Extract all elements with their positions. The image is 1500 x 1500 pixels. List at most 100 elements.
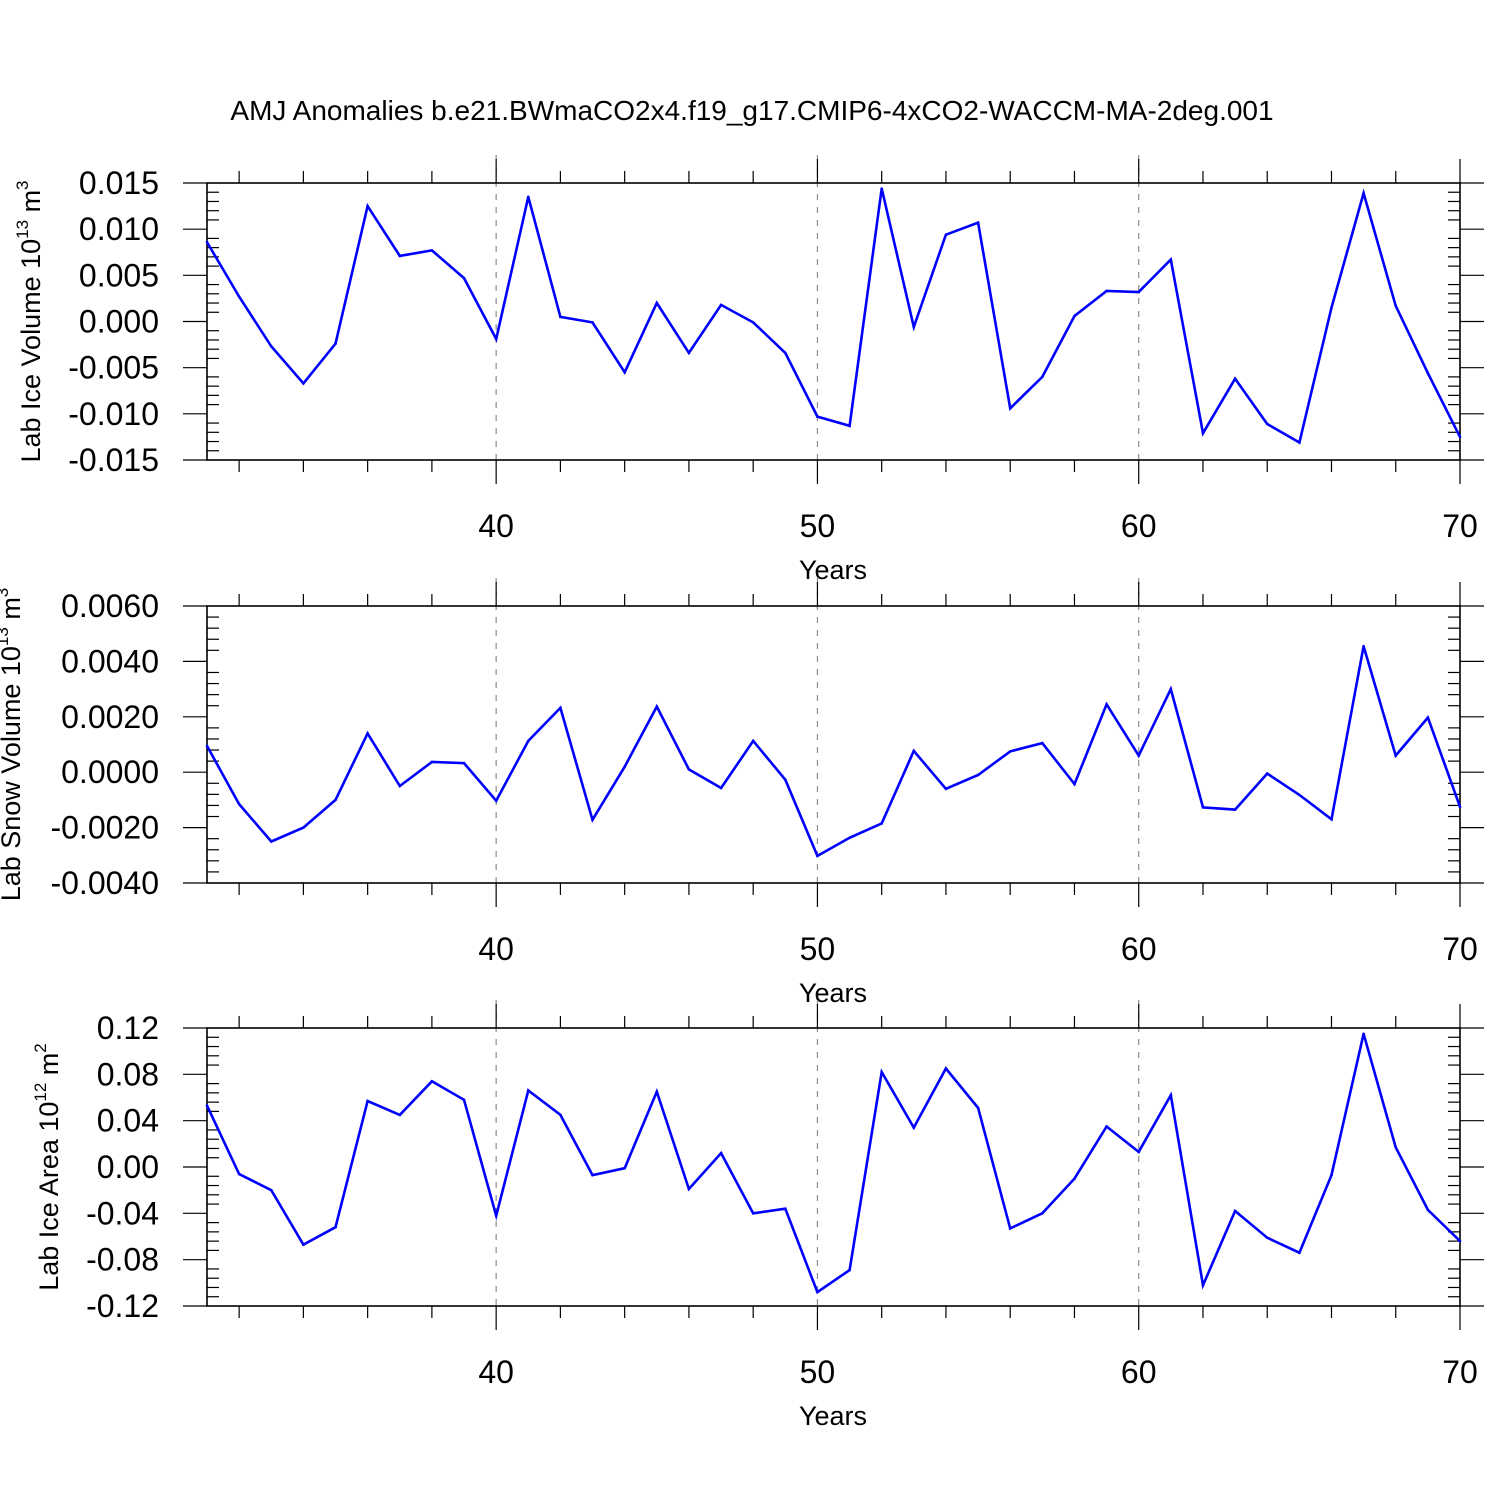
data-point — [623, 1166, 626, 1170]
data-point — [1041, 1212, 1044, 1215]
data-point — [462, 761, 466, 765]
data-point — [1008, 1227, 1012, 1230]
data-point — [1362, 1032, 1365, 1036]
data-point — [687, 1187, 691, 1191]
data-point — [944, 233, 948, 237]
x-tick-label: 40 — [478, 1354, 514, 1390]
y-tick-label: -0.08 — [86, 1242, 159, 1278]
data-point — [816, 1290, 819, 1294]
x-tick-label: 60 — [1121, 931, 1157, 967]
plot-frame — [206, 605, 1461, 884]
data-point — [1362, 644, 1365, 648]
data-point — [559, 706, 562, 710]
data-point — [237, 1172, 241, 1176]
x-tick-label: 60 — [1121, 508, 1157, 544]
data-point — [623, 370, 626, 374]
data-point — [237, 295, 241, 298]
y-tick-label: 0.0040 — [61, 643, 159, 679]
data-point — [494, 337, 498, 341]
data-point — [687, 768, 691, 771]
y-tick-label: -0.0040 — [50, 865, 159, 901]
y-axis-superscript: 12 — [31, 1083, 50, 1102]
x-tick-label: 50 — [800, 508, 836, 544]
y-tick-label: 0.08 — [97, 1056, 159, 1092]
data-point — [302, 382, 305, 385]
data-point — [1394, 754, 1398, 757]
data-point — [784, 778, 787, 781]
data-point — [1008, 406, 1012, 410]
data-point — [976, 1106, 980, 1110]
data-point — [751, 739, 755, 743]
data-point — [816, 415, 819, 418]
panel-1: -0.015 -0.010 -0.005 0.000 0.005 0.010 0.015 40… — [13, 155, 1484, 585]
data-point — [880, 1070, 883, 1074]
data-point — [334, 1225, 337, 1229]
y-axis-superscript: 13 — [0, 627, 12, 646]
y-axis-title: Lab Snow Volume 1013 m3 — [0, 588, 26, 902]
plot-frame — [206, 1027, 1461, 1307]
data-point — [430, 249, 434, 252]
data-point — [302, 826, 305, 829]
y-axis-title-part: m — [34, 1053, 64, 1083]
x-axis-title: Years — [799, 555, 867, 585]
y-tick-label: -0.0020 — [50, 810, 159, 846]
data-point — [269, 1188, 273, 1192]
data-point — [1169, 258, 1173, 261]
y-tick-label: 0.00 — [97, 1149, 159, 1185]
data-point — [1394, 304, 1398, 308]
data-point — [655, 705, 659, 708]
data-point — [559, 315, 562, 319]
data-point — [205, 1104, 209, 1107]
data-point — [687, 351, 691, 355]
data-point — [719, 786, 723, 790]
y-axis-superscript: 13 — [13, 220, 32, 239]
chart-title: AMJ Anomalies b.e21.BWmaCO2x4.f19_g17.CM… — [230, 95, 1273, 126]
data-point — [976, 221, 980, 225]
data-point — [623, 765, 626, 768]
data-point — [205, 240, 209, 244]
data-point — [1265, 1236, 1269, 1239]
data-point — [591, 818, 594, 822]
y-tick-label: 0.12 — [97, 1010, 159, 1046]
x-tick-label: 70 — [1442, 1354, 1478, 1390]
series-line — [205, 645, 1462, 858]
data-point — [494, 799, 498, 803]
data-point — [1105, 289, 1108, 293]
data-point — [526, 1089, 530, 1092]
x-tick-label: 60 — [1121, 1354, 1157, 1390]
data-point — [302, 1243, 305, 1246]
y-tick-label: -0.010 — [68, 396, 159, 432]
plot-frame — [206, 182, 1461, 461]
data-point — [1073, 782, 1076, 786]
x-tick-label: 50 — [800, 931, 836, 967]
data-point — [559, 1113, 562, 1117]
y-axis-superscript: 3 — [13, 180, 32, 189]
data-point — [430, 1079, 434, 1083]
data-point — [1201, 1283, 1205, 1287]
data-point — [912, 325, 916, 329]
data-point — [1233, 1209, 1237, 1213]
data-point — [237, 802, 241, 806]
y-tick-label: 0.0020 — [61, 699, 159, 735]
y-tick-label: 0.0060 — [61, 588, 159, 624]
y-axis-title-part: Lab Snow Volume 10 — [0, 646, 26, 901]
series-line — [205, 1033, 1461, 1295]
data-point — [205, 744, 209, 748]
series-line — [205, 188, 1462, 445]
data-point — [526, 739, 530, 743]
data-point — [912, 1126, 916, 1129]
data-point — [784, 351, 787, 355]
y-tick-label: 0.0000 — [61, 754, 159, 790]
data-point — [880, 822, 883, 825]
panel-3: -0.12 -0.08 -0.04 0.00 0.04 0.08 0.12 40 50 60 70 Y… — [31, 1000, 1484, 1431]
data-point — [751, 321, 755, 324]
data-point — [784, 1207, 787, 1210]
data-point — [1330, 1173, 1333, 1177]
y-axis-superscript: 2 — [31, 1043, 50, 1052]
data-point — [366, 1099, 369, 1103]
data-point — [366, 204, 369, 208]
panel-2: -0.0040 -0.0020 0.0000 0.0020 0.0040 0.0060 40… — [0, 578, 1484, 1008]
data-point — [1458, 805, 1462, 809]
data-point — [880, 187, 883, 190]
